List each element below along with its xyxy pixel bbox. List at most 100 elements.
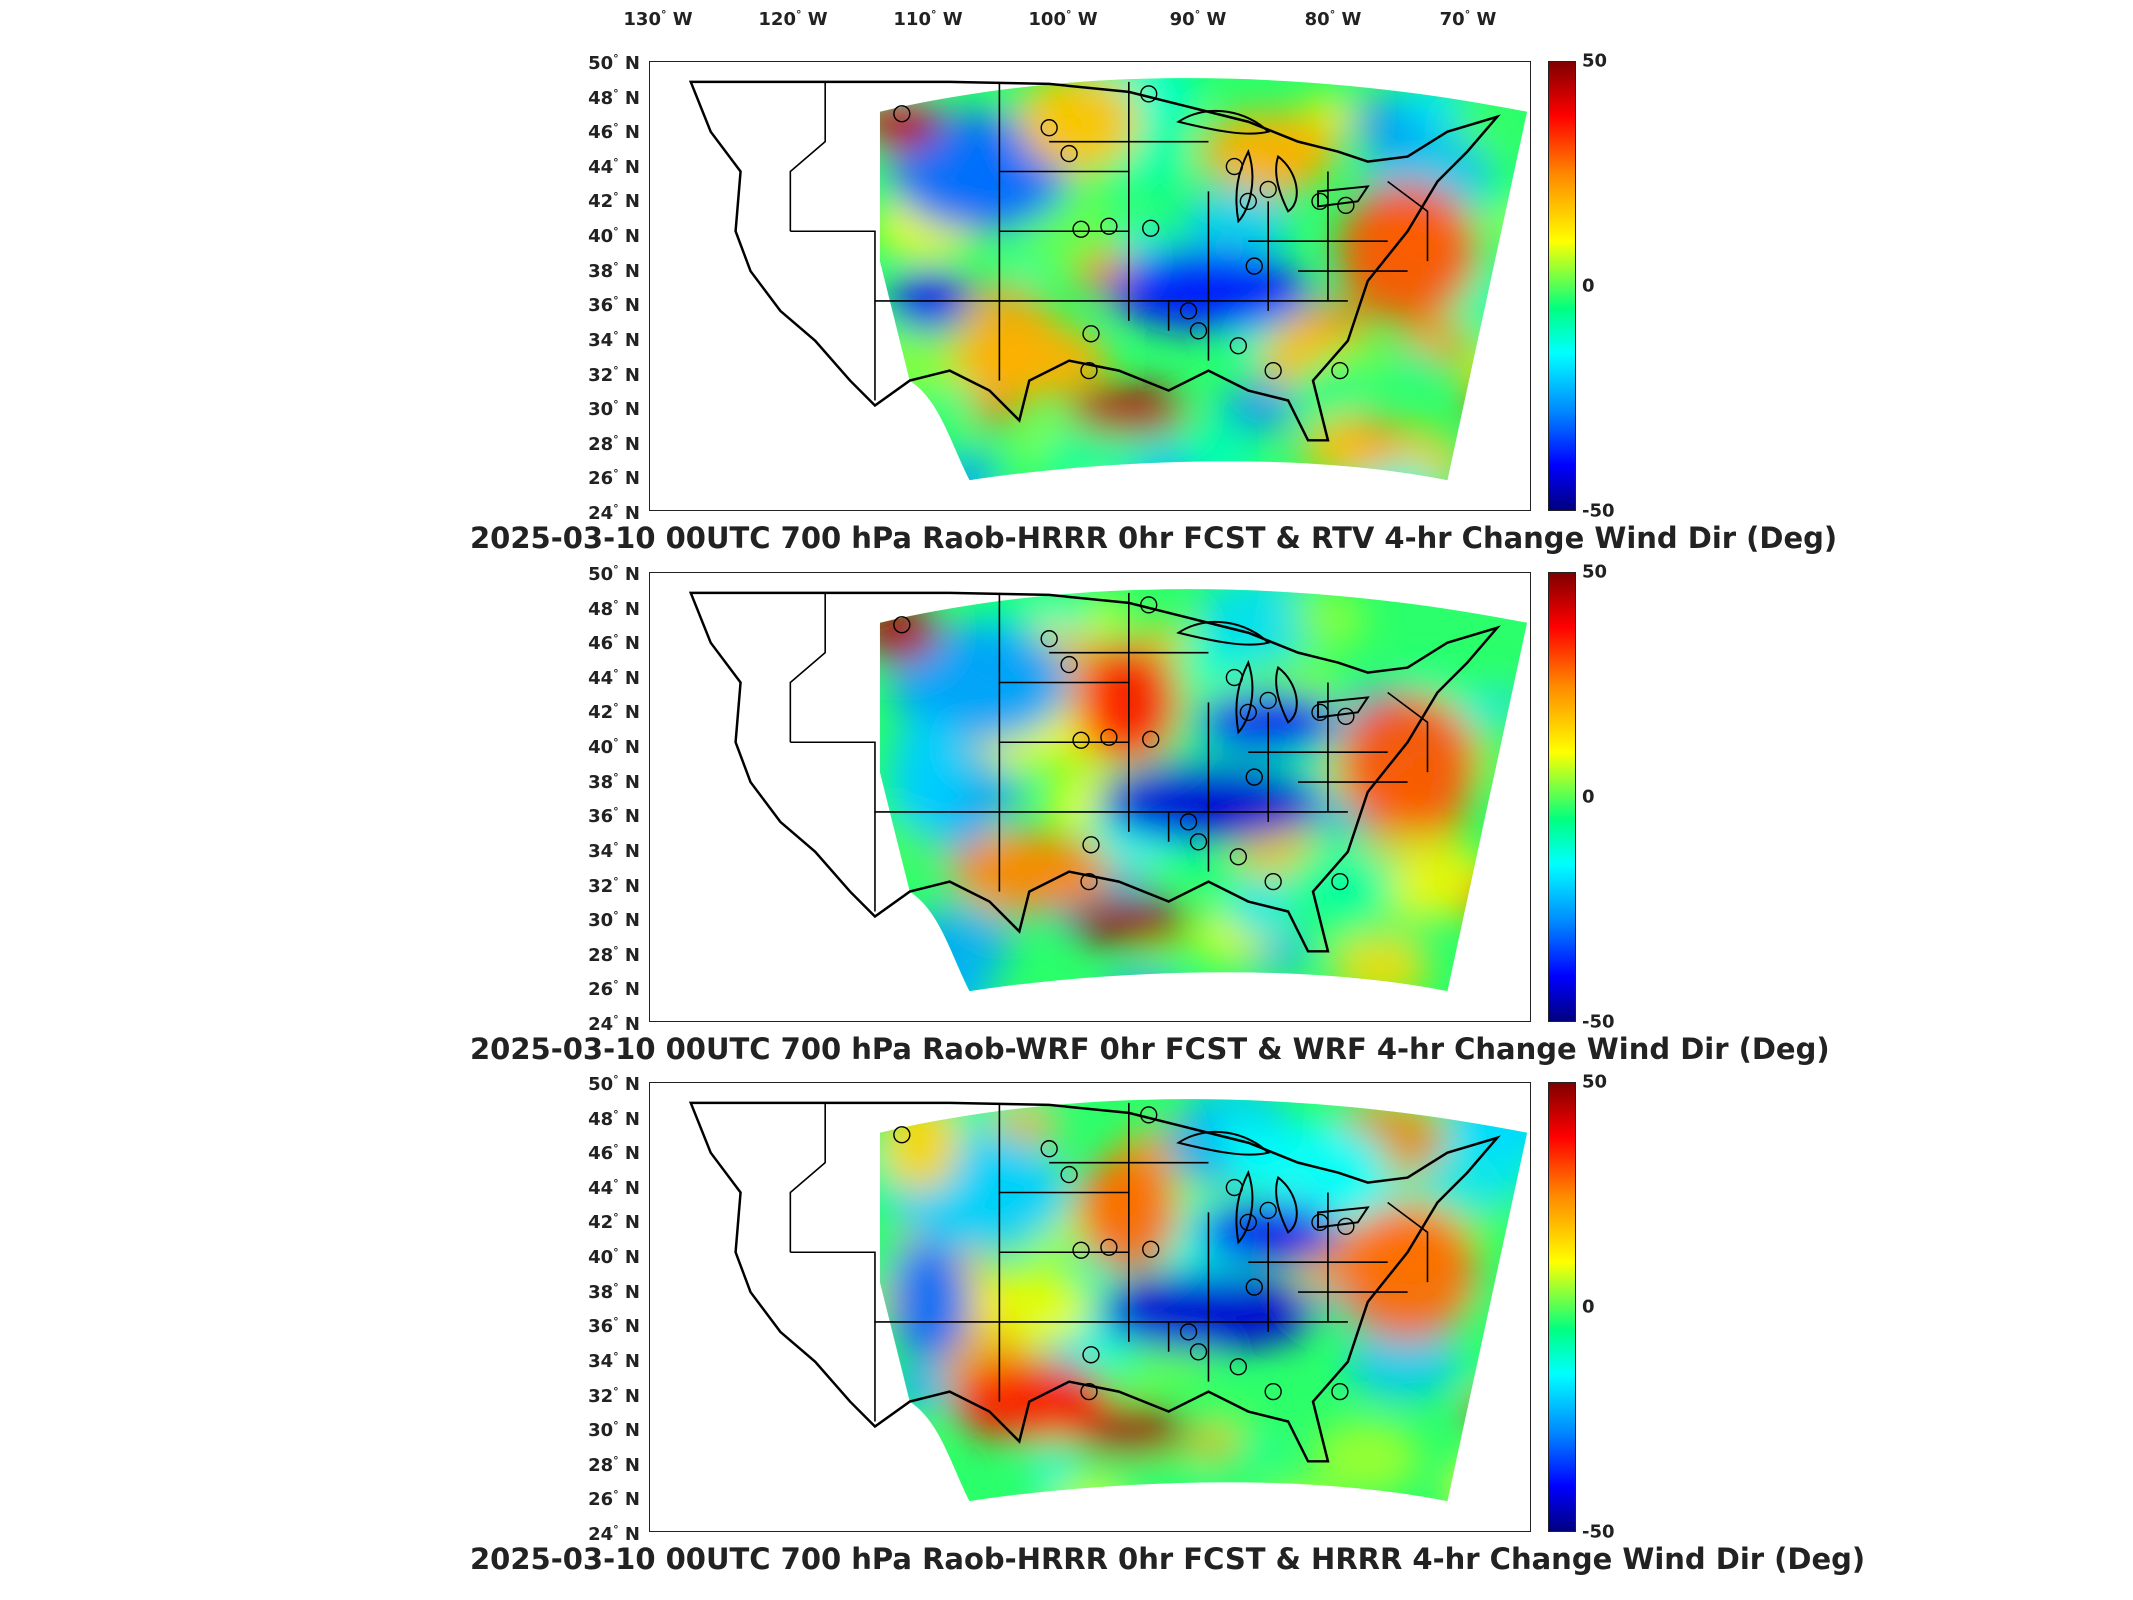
station-marker (1100, 217, 1118, 235)
station-marker (1337, 1217, 1355, 1236)
degree-mark: ° (613, 1107, 619, 1121)
colorbar (1548, 572, 1576, 1022)
lat-value: 46 (588, 1143, 614, 1165)
station-marker (1080, 872, 1098, 891)
station-marker (1229, 337, 1247, 355)
station-marker (1311, 1213, 1329, 1232)
degree-mark: ° (613, 805, 619, 819)
lat-value: 48 (588, 1108, 614, 1130)
degree-mark: ° (613, 839, 619, 853)
state-borders (688, 1101, 1501, 1463)
lat-value: 42 (588, 191, 614, 213)
lat-hemi: N (618, 156, 640, 178)
lat-hemi: N (618, 564, 640, 585)
lat-value: 44 (588, 156, 614, 178)
station-marker (1331, 361, 1349, 380)
lat-hemi: N (618, 1074, 640, 1095)
degree-mark: ° (613, 1315, 619, 1329)
lat-hemi: N (618, 875, 640, 897)
station-marker (1082, 836, 1100, 854)
station-marker (1082, 1346, 1100, 1364)
station-marker (1239, 192, 1257, 211)
station-marker (1245, 1278, 1263, 1296)
lat-label: 34° N (570, 840, 640, 862)
lat-label: 36° N (570, 294, 640, 316)
lat-label: 28° N (570, 1454, 640, 1476)
degree-mark: ° (613, 1280, 619, 1294)
colorbar (1548, 1082, 1576, 1532)
degree-mark: ° (613, 909, 619, 923)
lat-hemi: N (618, 1281, 640, 1303)
degree-mark: ° (795, 8, 802, 21)
lat-label: 50° N (570, 1073, 640, 1095)
degree-mark: ° (1464, 8, 1471, 21)
degree-mark: ° (613, 1176, 619, 1190)
lat-hemi: N (618, 1420, 640, 1442)
map-svg (688, 589, 1528, 992)
degree-mark: ° (613, 190, 619, 204)
station-marker (1179, 302, 1198, 320)
lat-label: 46° N (570, 632, 640, 654)
lat-label: 26° N (570, 467, 640, 489)
colorbar-label-mid: 0 (1582, 786, 1595, 808)
lon-hemi: W (666, 9, 693, 30)
station-marker (1225, 1178, 1244, 1197)
degree-mark: ° (613, 502, 619, 515)
lat-label: 46° N (570, 121, 640, 143)
lat-value: 28 (588, 433, 614, 455)
station-marker (1189, 1343, 1208, 1361)
wind-field (879, 1099, 1528, 1502)
lon-hemi: W (1335, 9, 1362, 30)
station-marker (1040, 119, 1058, 137)
lat-hemi: N (618, 737, 640, 759)
lat-label: 44° N (570, 1177, 640, 1199)
lat-hemi: N (618, 1143, 640, 1165)
lat-value: 48 (588, 598, 614, 620)
lat-value: 28 (588, 944, 614, 966)
lat-value: 24 (588, 503, 614, 524)
lat-value: 44 (588, 667, 614, 689)
lat-label: 32° N (570, 875, 640, 897)
degree-mark: ° (613, 1523, 619, 1536)
station-marker (893, 1126, 911, 1144)
lat-label: 48° N (570, 1108, 640, 1130)
lat-label: 26° N (570, 978, 640, 1000)
station-marker (1245, 768, 1263, 786)
colorbar-label-max: 50 (1582, 561, 1608, 583)
station-marker (1072, 1241, 1090, 1259)
station-marker (1040, 630, 1058, 648)
station-marker (1229, 1358, 1247, 1376)
degree-mark: ° (613, 770, 619, 784)
degree-mark: ° (613, 1246, 619, 1260)
lon-value: 80 (1304, 9, 1330, 30)
lon-label: 130° W (623, 8, 692, 30)
lon-value: 110 (893, 9, 931, 30)
lon-hemi: W (936, 9, 963, 30)
lat-hemi: N (618, 295, 640, 317)
lat-label: 34° N (570, 329, 640, 351)
colorbar-label-min: -50 (1582, 500, 1615, 522)
degree-mark: ° (613, 1142, 619, 1156)
map-frame (649, 61, 1531, 511)
lat-label: 44° N (570, 667, 640, 689)
lon-hemi: W (1200, 9, 1227, 30)
lat-label: 32° N (570, 1385, 640, 1407)
degree-mark: ° (613, 225, 619, 239)
lat-hemi: N (618, 260, 640, 282)
lat-value: 48 (588, 87, 614, 109)
station-marker (1259, 180, 1277, 199)
degree-mark: ° (613, 86, 619, 100)
lat-hemi: N (618, 840, 640, 862)
degree-mark: ° (613, 874, 619, 888)
lat-value: 36 (588, 1316, 614, 1338)
lat-value: 36 (588, 806, 614, 828)
lat-value: 24 (588, 1524, 614, 1545)
station-marker (1239, 1213, 1257, 1232)
lat-value: 26 (588, 468, 614, 490)
lat-hemi: N (618, 329, 640, 351)
map-frame (649, 1082, 1531, 1532)
station-marker (1060, 655, 1078, 674)
degree-mark: ° (613, 1488, 619, 1502)
lon-label: 100° W (1028, 8, 1097, 30)
lat-hemi: N (618, 1316, 640, 1338)
